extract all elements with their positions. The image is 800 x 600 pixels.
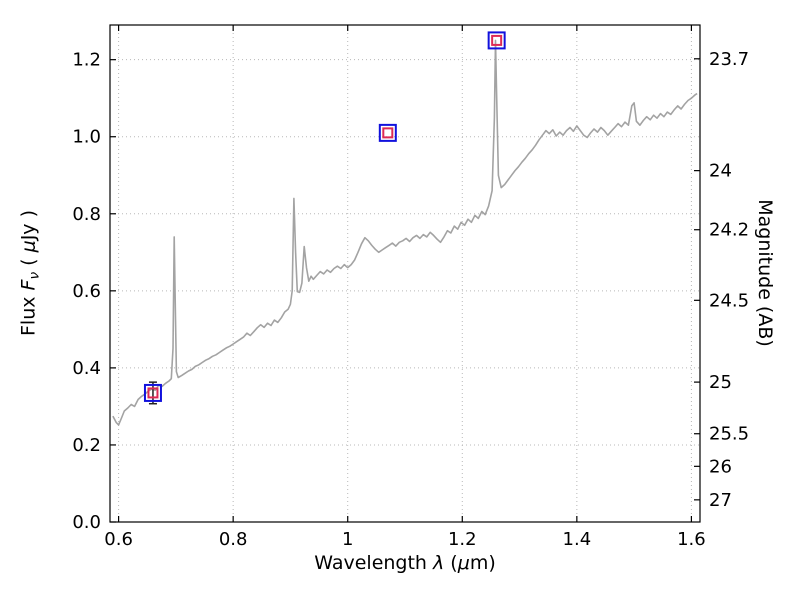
flux-F-symbol: F xyxy=(17,279,40,291)
nu-subscript-symbol: ν xyxy=(26,271,43,280)
y2-tick-label: 26 xyxy=(709,456,732,477)
mu-symbol-x: μ xyxy=(457,552,470,574)
y2-tick-label: 23.7 xyxy=(709,49,749,70)
flux-unit-open: ( xyxy=(17,252,40,272)
y-tick-label: 0.0 xyxy=(72,512,101,533)
x-tick-label: 1 xyxy=(342,529,353,550)
y2-tick-label: 24.2 xyxy=(709,220,749,241)
x-axis-label-unit-open: ( xyxy=(444,552,458,574)
x-axis-label-unit-close: m) xyxy=(469,552,496,574)
flux-label-text: Flux xyxy=(17,290,40,337)
y2-tick-label: 24 xyxy=(709,161,732,182)
magnitude-label-text: Magnitude (AB) xyxy=(754,199,776,347)
y-tick-label: 1.0 xyxy=(72,127,101,148)
spectrum-line xyxy=(112,39,698,426)
x-tick-label: 0.8 xyxy=(219,529,248,550)
y-tick-label: 0.2 xyxy=(72,435,101,456)
y-tick-label: 0.6 xyxy=(72,281,101,302)
x-tick-label: 0.6 xyxy=(104,529,133,550)
y-tick-label: 1.2 xyxy=(72,50,101,71)
y2-tick-label: 24.5 xyxy=(709,290,749,311)
x-tick-label: 1.2 xyxy=(448,529,477,550)
photometry-marker-outer xyxy=(378,123,397,142)
photometry-marker-inner xyxy=(382,127,394,139)
y2-tick-label: 27 xyxy=(709,490,732,511)
y2-tick-label: 25.5 xyxy=(709,424,749,445)
axes-box xyxy=(109,24,701,523)
x-axis-label: Wavelength λ (μm) xyxy=(110,552,700,574)
x-axis-label-text: Wavelength xyxy=(314,552,434,574)
y-tick-label: 0.8 xyxy=(72,204,101,225)
y-axis-label-left: Flux Fν ( μJy ) xyxy=(17,210,42,336)
mu-symbol-y: μ xyxy=(17,240,40,253)
y2-tick-label: 25 xyxy=(709,372,732,393)
photometry-marker-outer xyxy=(487,31,506,50)
lambda-symbol: λ xyxy=(433,552,445,574)
x-tick-label: 1.4 xyxy=(563,529,592,550)
photometry-marker-outer xyxy=(143,383,162,402)
x-tick-label: 1.6 xyxy=(677,529,706,550)
flux-unit-close: Jy ) xyxy=(17,209,40,241)
y-tick-label: 0.4 xyxy=(72,358,101,379)
photometry-marker-inner xyxy=(491,34,503,46)
y-axis-label-right: Magnitude (AB) xyxy=(754,199,776,347)
photometry-marker-inner xyxy=(147,387,159,399)
